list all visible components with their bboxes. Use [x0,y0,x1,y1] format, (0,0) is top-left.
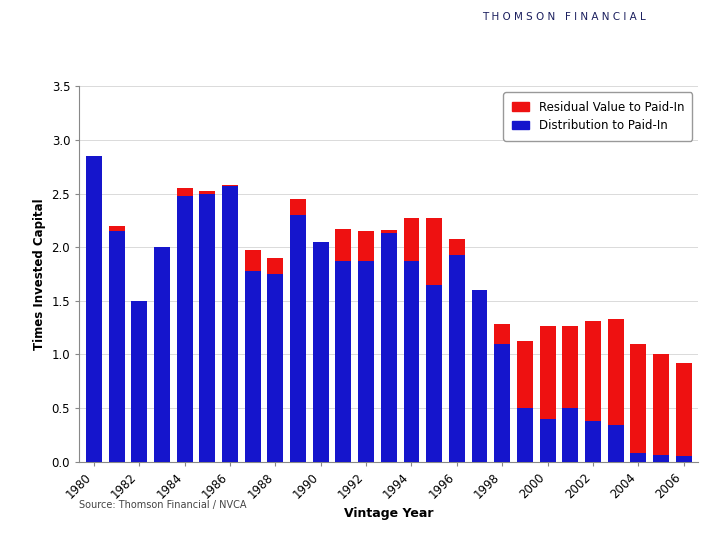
Bar [109,231,125,462]
Bar [585,321,601,421]
Bar [131,301,148,462]
Bar [245,271,261,462]
Bar [176,188,193,196]
Bar [358,261,374,462]
Bar [109,226,125,231]
Text: US Private Equity
Realisation Multiples (DPI/RVPI) by Vintage Year as of 30-Jun-: US Private Equity Realisation Multiples … [14,42,513,73]
Bar [608,319,624,425]
Legend: Residual Value to Paid-In, Distribution to Paid-In: Residual Value to Paid-In, Distribution … [503,92,693,141]
Bar [290,215,306,462]
Bar [562,326,578,408]
Bar [562,408,578,462]
Text: T H O M S O N   F I N A N C I A L: T H O M S O N F I N A N C I A L [482,12,646,22]
Bar [630,344,647,453]
Bar [426,218,442,285]
Bar [449,239,465,255]
X-axis label: Vintage Year: Vintage Year [344,507,433,519]
Bar [222,185,238,186]
Bar [403,218,420,261]
Bar [403,261,420,462]
Bar [290,199,306,215]
Bar [267,258,284,274]
Bar [199,192,215,194]
Bar [653,354,669,455]
Bar [336,229,351,261]
Bar [154,247,170,462]
Y-axis label: Times Invested Capital: Times Invested Capital [33,198,46,350]
Bar [630,453,647,462]
Bar [585,421,601,462]
Bar [472,290,487,462]
Bar [245,251,261,271]
Bar [653,455,669,462]
Bar [222,186,238,462]
Bar [381,230,397,233]
Bar [176,196,193,462]
Bar [539,419,556,462]
Bar [358,231,374,261]
Text: 34: 34 [677,51,693,64]
Bar [608,425,624,462]
Bar [494,325,510,344]
Bar [312,242,329,462]
Bar [199,194,215,462]
Bar [517,408,533,462]
Text: Source: Thomson Financial / NVCA: Source: Thomson Financial / NVCA [79,500,247,510]
Bar [336,261,351,462]
Bar [675,363,692,456]
Bar [517,341,533,408]
Bar [267,274,284,462]
Bar [494,344,510,462]
Bar [539,326,556,419]
Bar [426,285,442,462]
Bar [449,255,465,462]
Bar [381,233,397,462]
Bar [86,156,102,462]
Bar [675,456,692,462]
